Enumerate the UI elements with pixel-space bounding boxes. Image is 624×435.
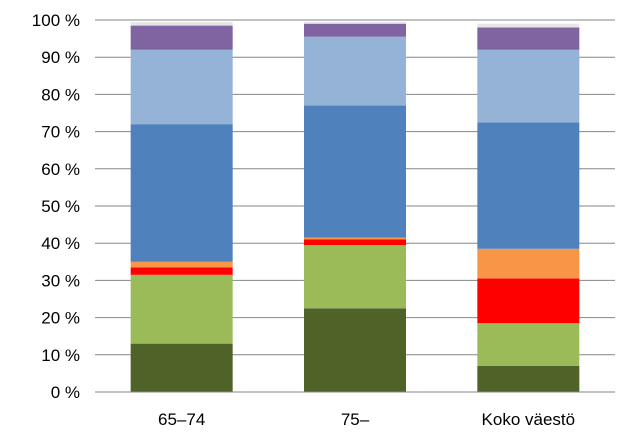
bar-segment: [130, 49, 233, 125]
x-axis-category-labels: 65–74 75– Koko väestö: [158, 410, 575, 429]
y-tick-label: 60 %: [41, 160, 80, 179]
bar-segment: [130, 261, 233, 268]
x-category-label: Koko väestö: [482, 410, 576, 429]
bars: [130, 21, 580, 392]
bar-segment: [304, 237, 406, 240]
y-tick-label: 100 %: [32, 11, 80, 30]
bar-segment: [130, 267, 233, 275]
bar-segment: [477, 122, 580, 249]
y-tick-label: 30 %: [41, 271, 80, 290]
y-tick-label: 70 %: [41, 123, 80, 142]
y-tick-label: 10 %: [41, 346, 80, 365]
x-category-label: 65–74: [158, 410, 205, 429]
bar-segment: [130, 25, 233, 50]
y-axis-tick-labels: 0 % 10 % 20 % 30 % 40 % 50 % 60 % 70 % 80 % 90 % 1…: [32, 11, 80, 402]
y-tick-label: 50 %: [41, 197, 80, 216]
bar-segment: [477, 323, 580, 366]
bar-segment: [477, 365, 580, 392]
bar-segment: [130, 124, 233, 262]
bar-segment: [304, 23, 406, 37]
bar-segment: [130, 21, 233, 26]
bar-segment: [477, 23, 580, 28]
y-tick-label: 40 %: [41, 234, 80, 253]
bar-segment: [130, 343, 233, 392]
bar-segment: [477, 248, 580, 279]
bar-segment: [477, 49, 580, 123]
bar-segment: [130, 274, 233, 344]
bar-segment: [304, 21, 406, 24]
bar-segment: [477, 27, 580, 50]
bar-segment: [304, 245, 406, 309]
bar-segment: [304, 105, 406, 238]
bar-segment: [304, 36, 406, 106]
x-category-label: 75–: [341, 410, 370, 429]
y-tick-label: 20 %: [41, 309, 80, 328]
y-tick-label: 0 %: [51, 383, 80, 402]
bar-segment: [477, 278, 580, 324]
bar-segment: [304, 308, 406, 392]
y-tick-label: 80 %: [41, 85, 80, 104]
y-tick-label: 90 %: [41, 48, 80, 67]
bar-segment: [304, 239, 406, 246]
